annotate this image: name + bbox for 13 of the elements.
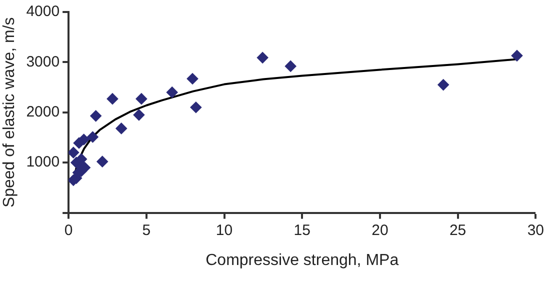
- x-tick-label: 25: [449, 222, 466, 239]
- x-axis-title: Compressive strengh, MPa: [206, 252, 399, 269]
- y-tick-label: 4000: [26, 3, 60, 20]
- x-tick-label: 5: [142, 222, 151, 239]
- x-tick-label: 0: [64, 222, 73, 239]
- y-tick-label: 3000: [26, 53, 60, 70]
- y-tick-label: 1000: [26, 154, 60, 171]
- x-tick-label: 15: [294, 222, 310, 239]
- x-tick-label: 10: [216, 222, 233, 239]
- y-axis-title: Speed of elastic wave, m/s: [1, 17, 18, 208]
- x-tick-label: 30: [527, 222, 544, 239]
- y-tick-label: 2000: [26, 104, 60, 121]
- x-tick-label: 20: [372, 222, 388, 239]
